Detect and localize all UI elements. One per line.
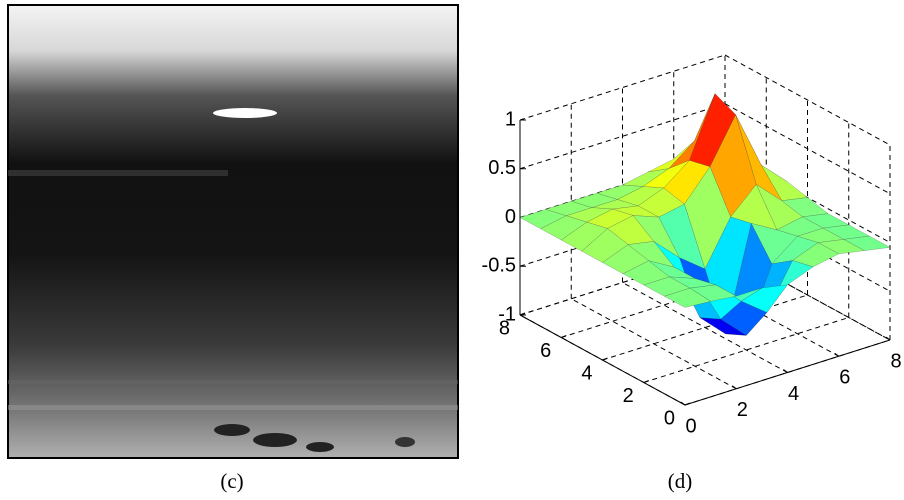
infrared-image: [7, 4, 459, 459]
y-tick-label: 8: [499, 317, 510, 339]
surface-patch: [663, 287, 712, 308]
grid-line: [571, 298, 737, 390]
grid-line: [622, 282, 788, 373]
tick-mark: [783, 369, 788, 373]
tick-mark: [684, 402, 691, 406]
tick-mark: [602, 357, 608, 361]
z-tick-label: -1: [498, 303, 516, 325]
x-tick-label: 8: [890, 350, 901, 372]
x-tick-label: 0: [685, 415, 696, 437]
z-tick-label: 0.5: [488, 157, 516, 179]
y-tick-label: 2: [623, 385, 634, 407]
z-tick-label: -0.5: [482, 255, 516, 277]
surface-plot: -1 -0.5 0 0.5 1 0 2 4 6 8 0 2 4 6 8: [482, 54, 902, 437]
tick-mark: [885, 336, 891, 341]
grid-line: [724, 103, 891, 195]
caption: (c): [220, 469, 243, 493]
y-tick-label: 6: [540, 340, 551, 362]
x-tick-label: 6: [839, 367, 850, 389]
z-tick-label: 0: [505, 206, 516, 228]
y-tick-label: 4: [581, 362, 592, 384]
tick-mark: [680, 401, 686, 406]
grid-line: [724, 54, 891, 146]
tick-mark: [561, 335, 567, 338]
y-tick-label: 0: [664, 407, 675, 429]
x-tick-label: 2: [737, 399, 748, 421]
z-tick-label: 1: [505, 108, 516, 130]
tick-mark: [834, 352, 840, 357]
x-tick-label: 4: [788, 383, 799, 405]
tick-mark: [731, 385, 737, 390]
caption: (d): [668, 469, 693, 493]
tick-mark: [519, 312, 526, 316]
tick-mark: [643, 380, 649, 383]
